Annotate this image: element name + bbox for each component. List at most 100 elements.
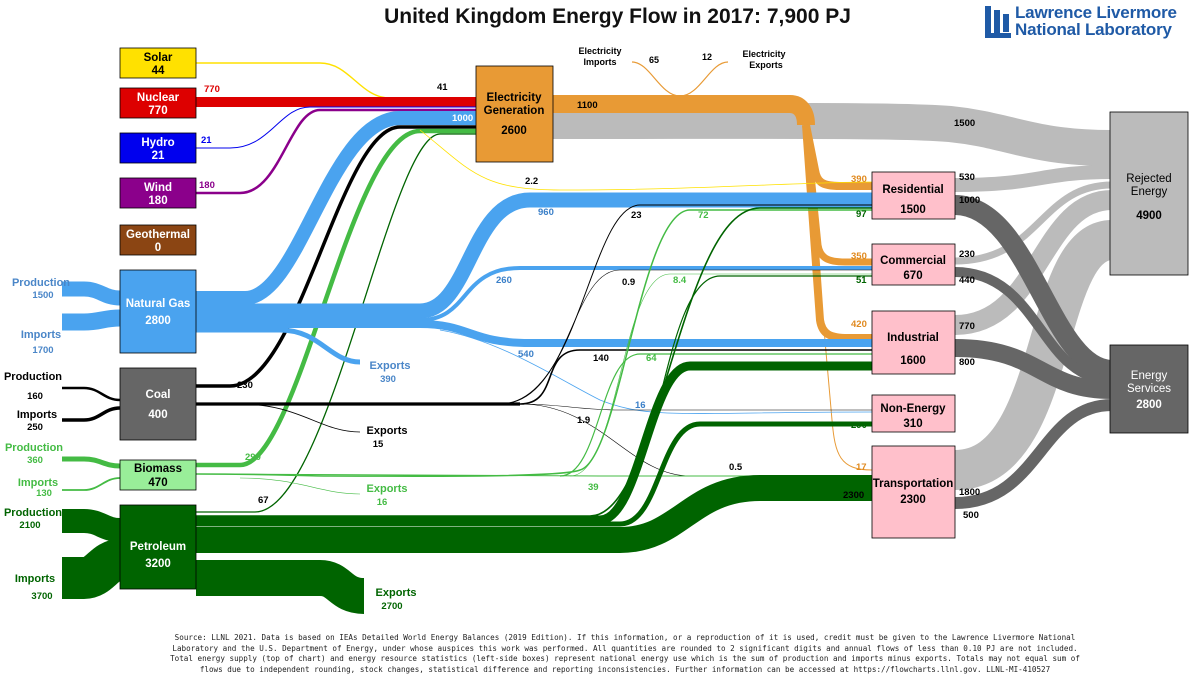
coal-imports-label: Imports xyxy=(17,409,57,421)
node-residential-value: 1500 xyxy=(900,204,926,216)
flow-gas-imports xyxy=(62,309,121,331)
elec-imports-value: 65 xyxy=(649,55,659,65)
label-wind-180: 180 xyxy=(199,180,215,191)
label-hydro-21: 21 xyxy=(201,135,212,146)
flow-petroleum-non-energy xyxy=(196,421,872,527)
bio-imports-label: Imports xyxy=(18,477,58,489)
label-res-serv-1000: 1000 xyxy=(959,195,980,206)
input-labels: Production 1500 Imports 1700 Exports 390… xyxy=(4,277,417,612)
node-residential-label: Residential xyxy=(882,184,943,196)
flow-biomass-imports xyxy=(62,477,121,491)
node-transportation-label: Transportation xyxy=(873,478,954,490)
flow-petroleum-residential xyxy=(196,207,872,517)
coal-exports-label: Exports xyxy=(367,425,408,437)
bio-production-value: 360 xyxy=(27,455,43,466)
node-energy-services xyxy=(1109,344,1189,434)
flow-biomass-commercial xyxy=(569,273,872,477)
node-petroleum xyxy=(119,504,197,590)
label-pet-trans-2300: 2300 xyxy=(843,490,864,501)
llnl-logo-icon xyxy=(985,6,1011,38)
node-electricity-generation xyxy=(475,65,554,163)
flow-electricity-residential xyxy=(802,124,872,190)
node-commercial xyxy=(871,243,956,286)
pet-imports-value: 3700 xyxy=(31,591,52,602)
label-elec-rej-1500: 1500 xyxy=(954,118,975,129)
node-industrial xyxy=(871,310,956,375)
flow-petroleum-exports xyxy=(196,560,366,614)
flow-hydro-electricity xyxy=(196,106,476,149)
node-non-energy xyxy=(871,394,956,433)
node-electricity-label1: Electricity xyxy=(487,92,543,104)
label-solar-res-2-2: 2.2 xyxy=(525,176,538,187)
label-coal-ne-1-9: 1.9 xyxy=(577,415,590,426)
pet-imports-label: Imports xyxy=(15,573,55,585)
flow-biomass-residential xyxy=(195,209,872,477)
node-labels: Solar 44 Nuclear 770 Hydro 21 Wind 180 G… xyxy=(126,52,1172,570)
node-nuclear-value: 770 xyxy=(148,105,167,117)
label-trans-rej-1800: 1800 xyxy=(959,487,980,498)
label-bio-com-8-4: 8.4 xyxy=(673,275,687,286)
node-commercial-label: Commercial xyxy=(880,255,946,267)
logo-line2: National Laboratory xyxy=(1015,20,1172,39)
flow-gas-residential xyxy=(196,192,872,319)
node-rejected-label2: Energy xyxy=(1131,186,1168,198)
node-services-label1: Energy xyxy=(1131,370,1168,382)
node-solar-value: 44 xyxy=(152,65,165,77)
node-wind xyxy=(119,177,197,209)
label-gas-ind-540: 540 xyxy=(518,349,534,360)
node-hydro-label: Hydro xyxy=(141,137,174,149)
node-coal xyxy=(119,367,197,441)
label-nuclear-770: 770 xyxy=(204,84,220,95)
flow-coal-transportation xyxy=(519,403,872,477)
flow-electricity-industrial xyxy=(802,124,872,342)
node-wind-value: 180 xyxy=(148,195,167,207)
flow-transportation-rejected xyxy=(953,220,1115,490)
label-pet-com-51: 51 xyxy=(856,275,867,286)
coal-exports-value: 15 xyxy=(373,439,384,450)
electricity-trade-labels: Electricity Imports 65 12 Electricity Ex… xyxy=(578,46,785,70)
label-elec-res-390: 390 xyxy=(851,174,867,185)
label-bio-res-72: 72 xyxy=(698,210,709,221)
flow-coal-imports xyxy=(62,406,121,422)
label-coal-res-23: 23 xyxy=(631,210,642,221)
flow-coal-residential xyxy=(499,204,872,405)
node-petroleum-label: Petroleum xyxy=(130,541,186,553)
label-pet-elec-67: 67 xyxy=(258,495,269,506)
page-title: United Kingdom Energy Flow in 2017: 7,90… xyxy=(384,5,851,28)
flow-residential-rejected xyxy=(954,165,1113,192)
label-bio-trans-39: 39 xyxy=(588,482,599,493)
flow-commercial-services xyxy=(954,267,1113,385)
label-gas-com-260: 260 xyxy=(496,275,512,286)
label-gas-elec-1000: 1000 xyxy=(452,113,473,124)
node-solar-label: Solar xyxy=(144,52,173,64)
node-geothermal xyxy=(119,224,197,256)
label-coal-trans-0-5: 0.5 xyxy=(729,462,743,473)
coal-production-value: 160 xyxy=(27,391,43,402)
node-solar xyxy=(119,47,197,79)
flow-biomass-electricity xyxy=(196,128,476,468)
elec-exports-value: 12 xyxy=(702,52,712,62)
pet-production-value: 2100 xyxy=(19,520,40,531)
flow-petroleum-production xyxy=(62,509,121,542)
node-petroleum-value: 3200 xyxy=(145,558,171,570)
label-ind-rej-770: 770 xyxy=(959,321,975,332)
pet-production-label: Production xyxy=(4,507,62,519)
flows xyxy=(62,61,1115,614)
flow-solar-electricity xyxy=(196,62,476,99)
node-biomass-label: Biomass xyxy=(134,463,182,475)
gas-production-label: Production xyxy=(12,277,70,289)
node-transportation-value: 2300 xyxy=(900,494,926,506)
gas-exports-label: Exports xyxy=(370,360,411,372)
node-coal-label: Coal xyxy=(146,389,171,401)
flow-coal-industrial xyxy=(519,349,872,405)
nodes xyxy=(119,47,1189,590)
footer-line1: Source: LLNL 2021. Data is based on IEAs… xyxy=(174,633,1076,642)
label-com-rej-230: 230 xyxy=(959,249,975,260)
flow-residential-services xyxy=(953,195,1114,380)
node-services-value: 2800 xyxy=(1136,399,1162,411)
label-com-serv-440: 440 xyxy=(959,275,975,286)
flow-commercial-rejected xyxy=(954,181,1113,265)
bio-imports-value: 130 xyxy=(36,488,52,499)
label-gas-res-960: 960 xyxy=(538,207,554,218)
bio-exports-label: Exports xyxy=(367,483,408,495)
